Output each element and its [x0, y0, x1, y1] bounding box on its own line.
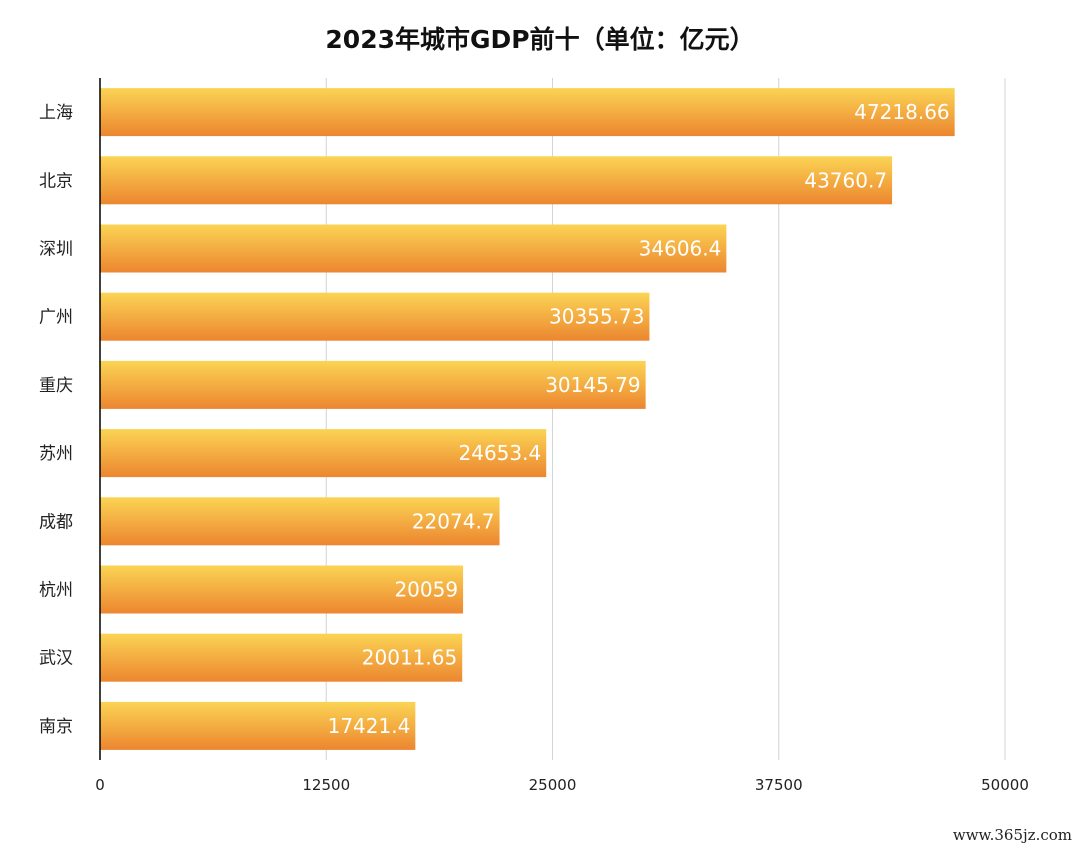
bar [100, 156, 893, 205]
bar [100, 429, 547, 478]
bar [100, 565, 464, 614]
bar [100, 497, 500, 546]
bar-value-label: 47218.66 [854, 100, 949, 124]
bar [100, 224, 727, 273]
bar-value-label: 30355.73 [549, 305, 644, 329]
bar-value-label: 30145.79 [545, 373, 640, 397]
y-category-label: 苏州 [39, 444, 73, 464]
x-tick-label: 0 [95, 776, 105, 794]
x-tick-label: 12500 [302, 776, 350, 794]
bar [100, 701, 416, 750]
y-category-label: 上海 [39, 103, 73, 123]
bar-value-label: 34606.4 [639, 237, 722, 261]
y-category-label: 广州 [39, 308, 73, 328]
y-category-label: 杭州 [39, 581, 73, 601]
y-category-label: 武汉 [39, 649, 73, 669]
watermark-text: www.365jz.com [952, 826, 1072, 844]
bar [100, 88, 955, 137]
x-tick-label: 37500 [755, 776, 803, 794]
axes: 0 12500 25000 37500 50000 上海北京深圳广州重庆苏州成都杭州武汉南… [39, 78, 1029, 794]
x-tick-label: 25000 [529, 776, 577, 794]
bar-value-label: 22074.7 [412, 509, 495, 533]
x-tick-label: 50000 [981, 776, 1029, 794]
y-category-label: 重庆 [39, 376, 73, 396]
y-category-label: 北京 [39, 171, 73, 191]
y-category-label: 南京 [39, 717, 73, 737]
bar [100, 292, 650, 341]
bar [100, 360, 646, 409]
chart-title: 2023年城市GDP前十（单位：亿元） [325, 25, 755, 54]
bars: 47218.66 43760.7 34606.4 30355.73 30145.79 24… [100, 88, 955, 750]
y-category-label: 深圳 [39, 240, 73, 260]
bar-value-label: 20059 [394, 578, 458, 602]
bar [100, 633, 463, 682]
bar-value-label: 24653.4 [459, 441, 542, 465]
bar-value-label: 20011.65 [362, 646, 457, 670]
y-category-label: 成都 [39, 512, 73, 532]
bar-value-label: 17421.4 [328, 714, 411, 738]
bar-value-label: 43760.7 [804, 168, 887, 192]
